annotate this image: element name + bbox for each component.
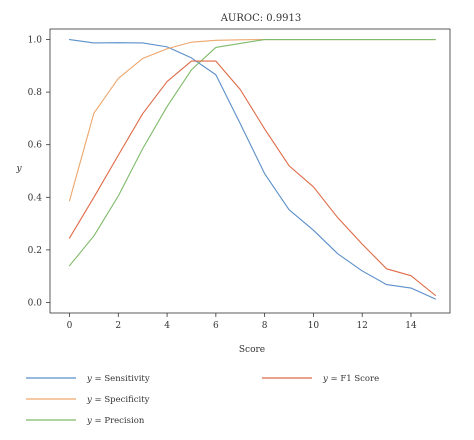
legend-item-f1-score: y = F1 Score	[262, 374, 379, 384]
x-tick-label: 2	[115, 321, 121, 331]
legend-item-precision: y = Precision	[26, 416, 145, 426]
plot-frame	[49, 28, 451, 314]
x-tick-label: 14	[405, 321, 417, 331]
legend-series-name: Sensitivity	[104, 374, 149, 384]
y-tick-label: 1.0	[28, 36, 43, 46]
y-axis-label: y	[15, 164, 22, 174]
legend-equals: =	[92, 374, 105, 384]
chart-title: AUROC: 0.9913	[220, 13, 302, 24]
legend-item-specificity: y = Specificity	[26, 395, 150, 405]
legend-series-name: F1 Score	[340, 374, 379, 384]
y-tick-label: 0.0	[28, 298, 43, 308]
legend-series-name: Precision	[104, 416, 144, 426]
legend-variable: y	[86, 395, 92, 405]
y-tick-label: 0.2	[28, 246, 42, 256]
series-line-f1-score	[68, 60, 436, 296]
y-tick-label: 0.4	[28, 193, 43, 203]
x-tick-label: 4	[164, 321, 170, 331]
legend-variable: y	[86, 416, 92, 426]
legend-equals: =	[328, 374, 341, 384]
y-tick-label: 0.8	[28, 88, 43, 98]
x-tick-label: 8	[262, 321, 268, 331]
x-axis-ticks: 0 2 4 6 8 10 12 14	[67, 313, 417, 331]
series-line-precision	[68, 38, 436, 267]
legend-variable: y	[86, 374, 92, 384]
y-tick-label: 0.6	[28, 141, 43, 151]
series-lines	[68, 38, 436, 300]
legend-variable: y	[322, 374, 328, 384]
legend-item-sensitivity: y = Sensitivity	[26, 374, 150, 384]
legend-label-specificity: y = Specificity	[86, 395, 150, 405]
legend-label-sensitivity: y = Sensitivity	[86, 374, 150, 384]
y-axis-ticks: 0.0 0.2 0.4 0.6 0.8 1.0	[28, 36, 50, 308]
x-tick-label: 12	[356, 321, 367, 331]
legend-equals: =	[92, 395, 105, 405]
legend-equals: =	[92, 416, 105, 426]
legend-label-f1-score: y = F1 Score	[322, 374, 379, 384]
x-tick-label: 10	[308, 321, 320, 331]
x-tick-label: 0	[67, 321, 73, 331]
legend-series-name: Specificity	[104, 395, 149, 405]
series-line-sensitivity	[68, 38, 436, 300]
legend-label-precision: y = Precision	[86, 416, 145, 426]
x-axis-label: Score	[239, 345, 265, 355]
x-tick-label: 6	[213, 321, 219, 331]
